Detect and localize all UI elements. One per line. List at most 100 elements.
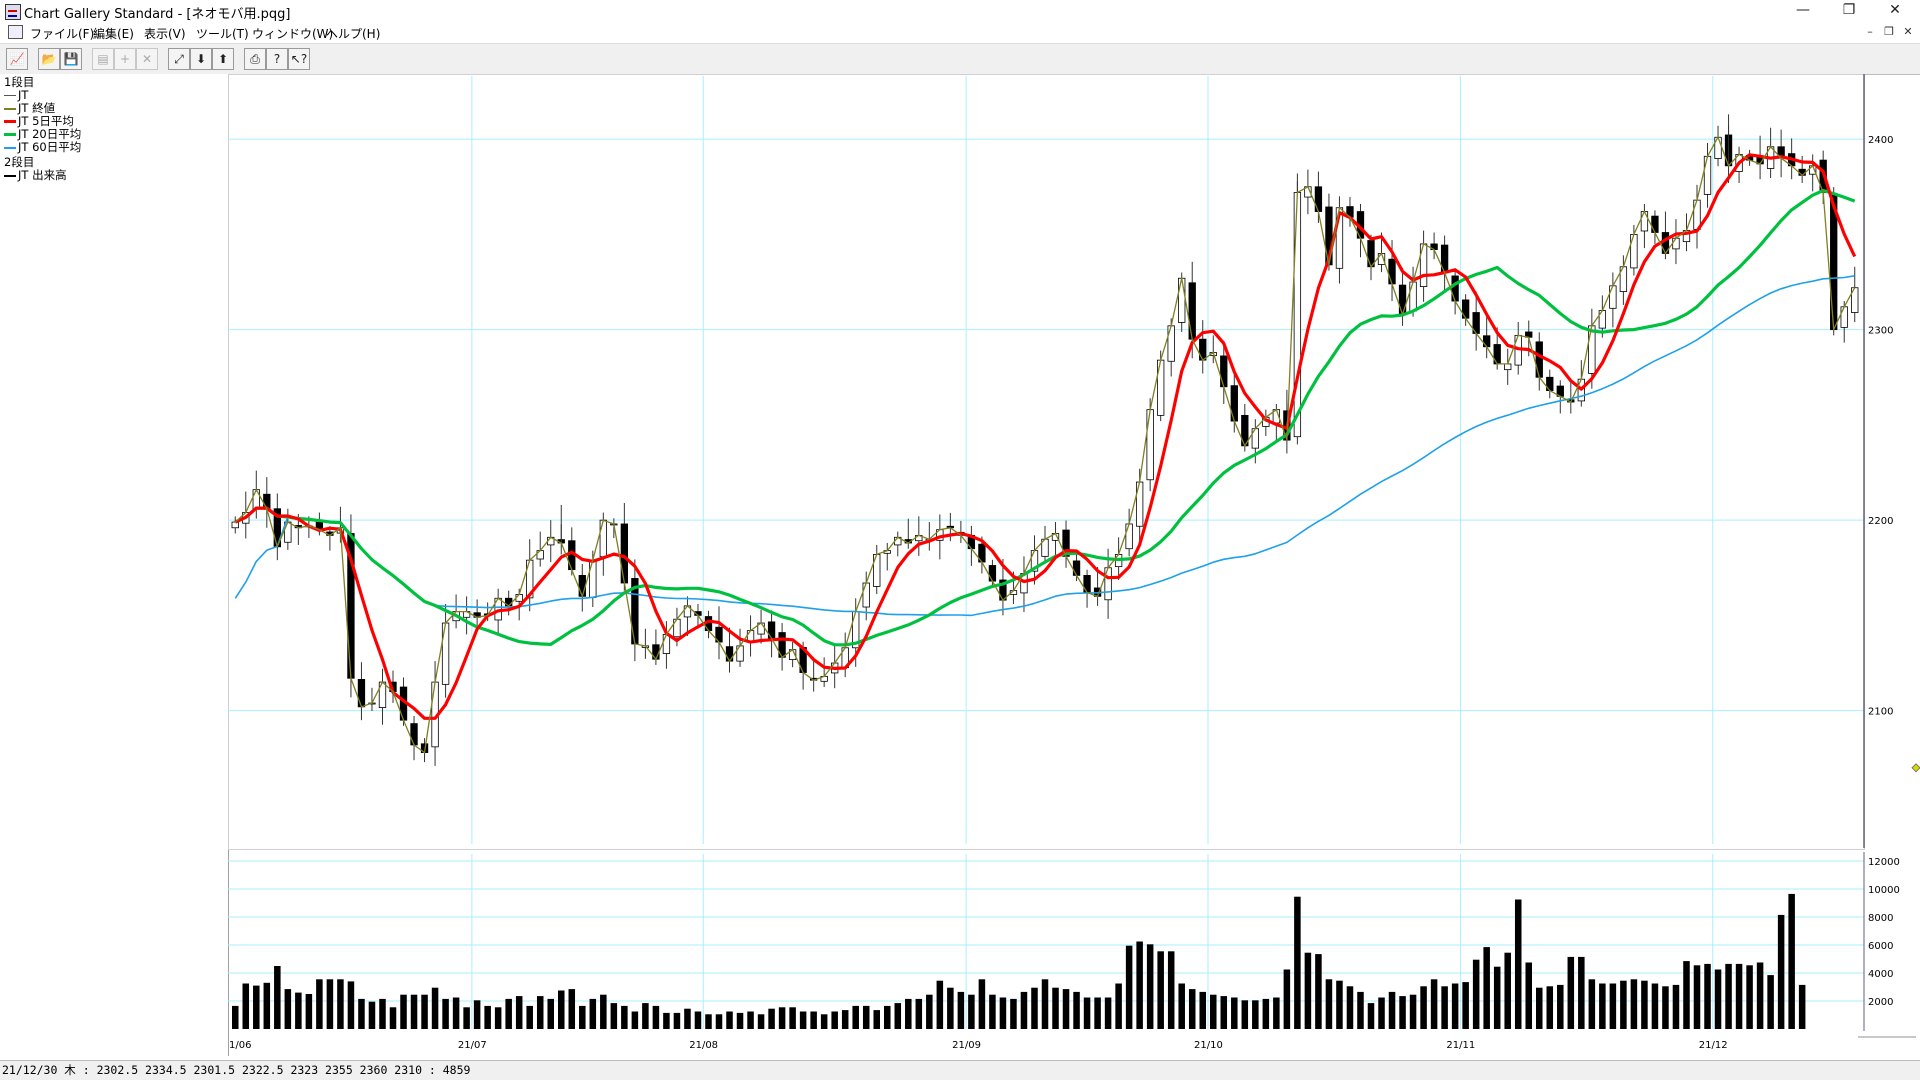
volume-bar[interactable] (1725, 963, 1732, 1029)
volume-bar[interactable] (936, 980, 944, 1029)
volume-bar[interactable] (673, 1012, 681, 1029)
candle-body[interactable] (1072, 560, 1081, 576)
volume-bar[interactable] (1662, 986, 1669, 1029)
volume-bar[interactable] (1388, 991, 1396, 1029)
volume-bar[interactable] (568, 989, 576, 1029)
volume-bar[interactable] (316, 979, 323, 1029)
volume-bar[interactable] (873, 1010, 881, 1029)
volume-bar[interactable] (1010, 998, 1017, 1029)
volume-bar[interactable] (1220, 996, 1228, 1029)
candle-body[interactable] (1451, 275, 1459, 302)
volume-bar[interactable] (1714, 969, 1722, 1030)
mdi-close-button[interactable]: ✕ (1903, 25, 1913, 38)
volume-bar[interactable] (694, 1011, 702, 1030)
volume-bar[interactable] (631, 1011, 639, 1030)
mdi-restore-button[interactable]: ❐ (1884, 25, 1894, 38)
menu-edit[interactable]: 編集(E) (93, 27, 134, 41)
volume-bar[interactable] (747, 1011, 754, 1030)
volume-bar[interactable] (684, 1008, 691, 1029)
volume-bar[interactable] (231, 1005, 239, 1029)
volume-bar[interactable] (926, 994, 933, 1029)
volume-bar[interactable] (652, 1005, 660, 1029)
volume-bar[interactable] (1262, 998, 1270, 1029)
volume-bar[interactable] (1788, 893, 1795, 1029)
volume-bar[interactable] (442, 998, 449, 1029)
candle-body[interactable] (1388, 258, 1396, 285)
volume-bar[interactable] (1651, 983, 1659, 1030)
menu-window[interactable]: ウィンドウ(W) (252, 27, 334, 41)
volume-bar[interactable] (326, 979, 334, 1029)
volume-bar[interactable] (663, 1012, 670, 1029)
open-folder-icon[interactable]: 📂 (38, 48, 60, 70)
volume-bar[interactable] (484, 1005, 491, 1029)
volume-bar[interactable] (1094, 997, 1101, 1030)
legend-item[interactable]: JT 終値 (4, 102, 55, 115)
volume-bar[interactable] (1609, 983, 1617, 1030)
candle-body[interactable] (410, 723, 418, 746)
volume-bar[interactable] (463, 1007, 470, 1029)
volume-bar[interactable] (1241, 1000, 1249, 1029)
volume-bar[interactable] (1115, 983, 1122, 1030)
legend-item[interactable]: JT 60日平均 (4, 141, 81, 154)
volume-bar[interactable] (547, 998, 555, 1029)
volume-bar[interactable] (1451, 983, 1459, 1030)
volume-bar[interactable] (431, 987, 439, 1029)
volume-bar[interactable] (768, 1008, 775, 1029)
volume-bar[interactable] (1767, 975, 1774, 1029)
menu-file[interactable]: ファイル(F) (30, 27, 95, 41)
volume-bar[interactable] (557, 990, 565, 1030)
candle-body[interactable] (862, 582, 870, 608)
volume-bar[interactable] (1746, 965, 1753, 1029)
volume-bar[interactable] (421, 994, 428, 1029)
volume-bar[interactable] (536, 996, 544, 1029)
document-icon[interactable] (8, 25, 23, 39)
close-button[interactable]: ✕ (1889, 2, 1901, 18)
volume-bar[interactable] (1104, 997, 1112, 1030)
volume-bar[interactable] (1294, 896, 1301, 1029)
volume-bar[interactable] (1283, 969, 1291, 1030)
volume-bar[interactable] (1525, 962, 1533, 1030)
volume-bar[interactable] (1346, 986, 1354, 1029)
volume-bar[interactable] (905, 998, 912, 1029)
volume-bar[interactable] (1378, 997, 1385, 1030)
menu-help[interactable]: ヘルプ(H) (326, 27, 381, 41)
volume-bar[interactable] (789, 1007, 796, 1029)
volume-bar[interactable] (1567, 956, 1575, 1029)
volume-bar[interactable] (515, 996, 523, 1029)
volume-bar[interactable] (1031, 987, 1038, 1029)
candle-body[interactable] (1409, 281, 1417, 312)
volume-bar[interactable] (705, 1014, 712, 1029)
restore-button[interactable]: ❐ (1842, 2, 1856, 18)
volume-bar[interactable] (1336, 980, 1343, 1029)
legend-item[interactable]: JT 出来高 (4, 169, 67, 182)
volume-bar[interactable] (589, 998, 597, 1029)
candle-body[interactable] (746, 630, 755, 642)
volume-bar[interactable] (1514, 899, 1522, 1030)
stock-chart[interactable]: 2100 2200 2300 2400 2000 4000 6000 8000 10000 120… (228, 74, 1920, 1058)
volume-bar[interactable] (1430, 979, 1438, 1029)
volume-bar[interactable] (1073, 991, 1080, 1029)
volume-bar[interactable] (1630, 979, 1638, 1029)
volume-bar[interactable] (1041, 979, 1049, 1029)
candle-body[interactable] (1609, 285, 1617, 309)
candle-body[interactable] (1398, 284, 1407, 315)
volume-bar[interactable] (915, 998, 923, 1029)
volume-bar[interactable] (1304, 952, 1312, 1029)
volume-bar[interactable] (999, 997, 1007, 1030)
volume-bar[interactable] (579, 1005, 586, 1029)
volume-bar[interactable] (526, 1005, 533, 1029)
candle-body[interactable] (1588, 325, 1596, 374)
volume-bar[interactable] (1020, 991, 1028, 1029)
volume-bar[interactable] (1083, 997, 1091, 1030)
help-icon[interactable]: ? (266, 48, 288, 70)
volume-bar[interactable] (810, 1011, 817, 1030)
volume-bar[interactable] (1704, 963, 1711, 1029)
volume-bar[interactable] (494, 1007, 502, 1029)
volume-bar[interactable] (1798, 984, 1806, 1029)
volume-bar[interactable] (883, 1005, 891, 1029)
upload-icon[interactable]: ⬆ (212, 48, 234, 70)
volume-bar[interactable] (1178, 983, 1185, 1030)
volume-bar[interactable] (610, 1003, 618, 1029)
candle-body[interactable] (1703, 155, 1712, 195)
candle-body[interactable] (357, 679, 366, 708)
